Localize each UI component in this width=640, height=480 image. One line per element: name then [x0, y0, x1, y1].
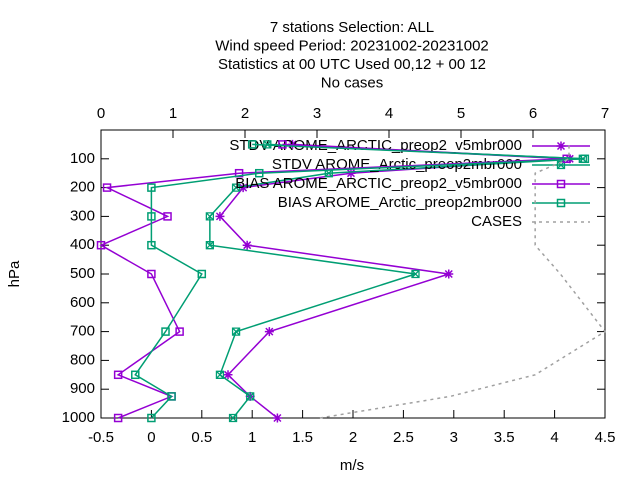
marker [102, 183, 112, 192]
marker [147, 269, 156, 279]
marker [131, 370, 140, 380]
marker [231, 183, 241, 192]
legend-label: BIAS AROME_ARCTIC_preop2_v5mbr000 [235, 175, 522, 192]
marker [113, 413, 123, 423]
chart-title: No cases [321, 74, 384, 91]
marker [215, 211, 225, 221]
marker [147, 212, 156, 221]
x2-tick-label: 7 [601, 105, 609, 122]
chart-title: 7 stations Selection: ALL [270, 19, 434, 36]
y-tick-label: 800 [70, 351, 95, 368]
y-tick-label: 300 [70, 207, 95, 224]
chart-title: Wind speed Period: 20231002-20231002 [215, 37, 489, 54]
x-axis-label: m/s [340, 457, 364, 474]
marker [247, 140, 257, 149]
marker [234, 168, 244, 178]
marker [278, 140, 287, 149]
marker [444, 269, 454, 279]
x-tick-label: 2 [349, 429, 357, 446]
legend-label: STDV AROME_ARCTIC_preop2_v5mbr000 [229, 137, 522, 154]
x-tick-label: 3 [450, 429, 458, 446]
x-tick-label: 1.5 [292, 429, 313, 446]
marker [96, 240, 106, 250]
legend-marker [556, 141, 566, 151]
marker [113, 370, 123, 380]
marker [272, 413, 282, 423]
y-tick-label: 600 [70, 294, 95, 311]
series-line [319, 144, 607, 419]
marker [242, 240, 252, 250]
x-tick-label: 0.5 [191, 429, 212, 446]
marker [175, 327, 184, 336]
x-tick-label: 1 [248, 429, 256, 446]
x-tick-label: 3.5 [494, 429, 515, 446]
marker [205, 212, 215, 221]
y-tick-label: 900 [70, 380, 95, 397]
marker [223, 370, 233, 380]
x2-tick-label: 5 [457, 105, 465, 122]
y-tick-label: 700 [70, 323, 95, 340]
x-tick-label: 4.5 [595, 429, 616, 446]
y-tick-label: 500 [70, 265, 95, 282]
marker [246, 392, 255, 401]
marker [167, 392, 176, 401]
x2-tick-label: 0 [97, 105, 105, 122]
marker [231, 327, 241, 336]
x-tick-label: 0 [147, 429, 155, 446]
legend-marker [556, 198, 566, 208]
marker [264, 327, 274, 337]
legend-label: BIAS AROME_Arctic_preop2mbr000 [278, 194, 522, 211]
marker [228, 413, 238, 423]
marker [197, 269, 207, 279]
legend-label: CASES [471, 213, 522, 230]
marker [147, 183, 156, 192]
series-line [99, 143, 567, 419]
x-tick-label: 2.5 [393, 429, 414, 446]
marker [205, 241, 215, 250]
marker [163, 212, 172, 221]
y-axis-label: hPa [6, 260, 23, 287]
marker [147, 240, 156, 250]
y-tick-label: 100 [70, 150, 95, 167]
series-line [134, 143, 585, 419]
marker [580, 154, 590, 164]
x2-tick-label: 4 [385, 105, 393, 122]
marker [411, 269, 420, 279]
x2-tick-label: 2 [241, 105, 249, 122]
marker [215, 370, 225, 379]
x-tick-label: -0.5 [88, 429, 114, 446]
marker [161, 327, 170, 336]
marker [238, 183, 248, 193]
marker [346, 168, 356, 178]
y-tick-label: 400 [70, 236, 95, 253]
y-tick-label: 1000 [62, 409, 95, 426]
y-tick-label: 200 [70, 179, 95, 196]
x2-tick-label: 3 [313, 105, 321, 122]
x2-tick-label: 1 [169, 105, 177, 122]
marker [147, 413, 156, 423]
x-tick-label: 4 [550, 429, 558, 446]
chart-title: Statistics at 00 UTC Used 00,12 + 00 12 [218, 56, 486, 73]
marker [255, 168, 264, 178]
legend-marker [556, 179, 566, 189]
x2-tick-label: 6 [529, 105, 537, 122]
